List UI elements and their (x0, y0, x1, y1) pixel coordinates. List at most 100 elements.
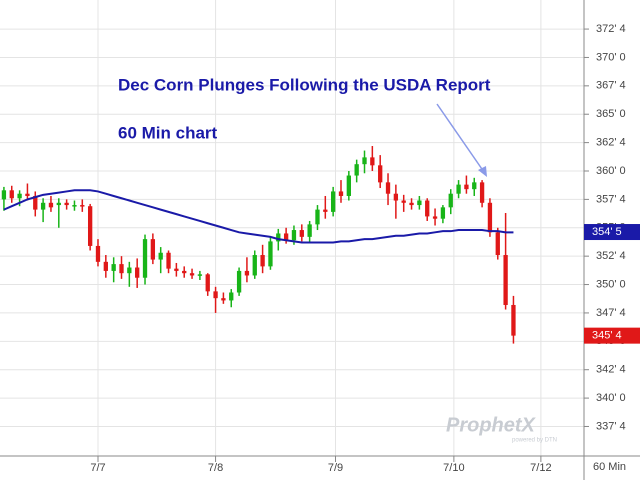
x-tick-label: 7/10 (443, 462, 464, 474)
candle-body (346, 175, 351, 196)
candle-body (48, 202, 54, 208)
candle-body (260, 255, 265, 267)
candle-body (158, 252, 163, 260)
y-tick-label: 357' 4 (596, 193, 626, 205)
candle-body (479, 182, 485, 203)
candle-body (197, 274, 203, 276)
candle-body (291, 230, 297, 241)
candle-body (511, 304, 516, 336)
candle-body (440, 207, 446, 219)
candle-body (456, 184, 461, 194)
candle-body (127, 267, 132, 274)
candle-body (393, 193, 399, 201)
y-tick-label: 347' 4 (596, 307, 626, 319)
last-price-box (584, 327, 640, 344)
candle-body (425, 200, 430, 217)
x-tick-label: 7/12 (530, 462, 551, 474)
candle-body (213, 291, 218, 299)
candle-body (56, 202, 61, 206)
x-tick-label: 7/8 (208, 462, 223, 474)
candle-body (72, 205, 77, 207)
candle-body (87, 206, 93, 246)
y-tick-label: 360' 0 (596, 165, 626, 177)
candle-body (103, 261, 108, 271)
candle-body (299, 230, 304, 237)
candle-body (17, 193, 22, 199)
grid (0, 0, 584, 456)
candle-body (221, 298, 226, 301)
annotation-title: Dec Corn Plunges Following the USDA Repo… (118, 75, 491, 94)
last-price-label: 354' 5 (592, 226, 622, 238)
candle-body (464, 184, 469, 190)
candle-body (135, 267, 140, 278)
x-tick-label: 7/7 (90, 462, 105, 474)
y-tick-label: 370' 0 (596, 51, 626, 63)
candle-body (323, 209, 328, 212)
y-tick-label: 352' 4 (596, 250, 626, 262)
watermark: ProphetX (446, 414, 537, 436)
last-price-label: 345' 4 (592, 330, 622, 342)
candle-body (283, 233, 289, 241)
annotation-arrow (436, 103, 485, 173)
watermark-sub: powered by DTN (512, 438, 557, 444)
candle-body (503, 255, 508, 305)
candle-body (119, 264, 124, 274)
x-tick-label: 7/9 (328, 462, 343, 474)
y-tick-label: 340' 0 (596, 392, 626, 404)
annotation-subtitle: 60 Min chart (118, 123, 218, 142)
candle-body (111, 264, 116, 271)
candle-body (472, 182, 477, 190)
candle-body (487, 202, 493, 233)
candle-body (150, 239, 156, 260)
candle-body (354, 164, 359, 176)
y-tick-label: 365' 0 (596, 108, 626, 120)
y-tick-label: 350' 0 (596, 278, 626, 290)
candle-body (330, 191, 336, 212)
candle-body (182, 270, 187, 274)
candle-body (338, 191, 344, 196)
y-tick-label: 372' 4 (596, 23, 626, 35)
candle-body (252, 255, 257, 276)
candle-body (25, 193, 30, 196)
candle-body (33, 195, 38, 210)
last-price-box (584, 224, 640, 241)
candle-body (205, 274, 210, 292)
y-tick-label: 367' 4 (596, 80, 626, 92)
candle-body (40, 202, 46, 210)
candle-body (448, 193, 453, 208)
candle-body (432, 216, 438, 219)
candle-body (229, 292, 234, 301)
candle-body (142, 239, 148, 278)
candle-body (401, 200, 406, 203)
candle-body (80, 205, 85, 207)
interval-label: 60 Min (593, 461, 626, 473)
candle-body (276, 233, 281, 242)
candle-body (64, 202, 69, 206)
candle-body (166, 252, 171, 269)
candle-body (307, 224, 312, 237)
candle-body (417, 200, 422, 206)
candle-body (9, 190, 14, 199)
candle-body (174, 268, 179, 271)
candle-body (1, 190, 7, 200)
candle-body (268, 241, 273, 267)
candle-body (95, 245, 101, 262)
candle-body (370, 157, 375, 166)
annotation-arrowhead (478, 166, 487, 177)
candle-body (189, 273, 195, 276)
candle-body (378, 165, 383, 183)
candle-body (495, 232, 500, 256)
candle-body (244, 270, 250, 276)
candle-body (236, 270, 242, 293)
plot (1, 146, 516, 344)
candle-body (409, 202, 414, 206)
moving-average-line (3, 189, 514, 244)
y-tick-label: 342' 4 (596, 364, 626, 376)
candle-body (385, 182, 391, 194)
y-tick-label: 362' 4 (596, 137, 626, 149)
candle-body (362, 157, 367, 165)
